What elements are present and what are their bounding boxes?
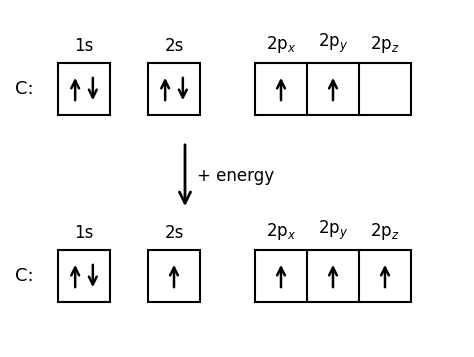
Text: 2s: 2s bbox=[164, 37, 184, 55]
Text: 2p$_x$: 2p$_x$ bbox=[266, 34, 296, 55]
Text: 2p$_y$: 2p$_y$ bbox=[318, 219, 348, 242]
Text: 1s: 1s bbox=[74, 224, 94, 242]
Bar bbox=[148, 63, 200, 115]
Text: 1s: 1s bbox=[74, 37, 94, 55]
Bar bbox=[148, 250, 200, 302]
Bar bbox=[255, 250, 411, 302]
Text: + energy: + energy bbox=[197, 166, 274, 185]
Text: C:: C: bbox=[15, 267, 34, 285]
Text: 2p$_y$: 2p$_y$ bbox=[318, 32, 348, 55]
Text: 2p$_x$: 2p$_x$ bbox=[266, 221, 296, 242]
Text: 2p$_z$: 2p$_z$ bbox=[370, 34, 400, 55]
Bar bbox=[255, 63, 411, 115]
Bar bbox=[58, 250, 110, 302]
Text: 2s: 2s bbox=[164, 224, 184, 242]
Bar bbox=[58, 63, 110, 115]
Text: C:: C: bbox=[15, 80, 34, 98]
Text: 2p$_z$: 2p$_z$ bbox=[370, 221, 400, 242]
